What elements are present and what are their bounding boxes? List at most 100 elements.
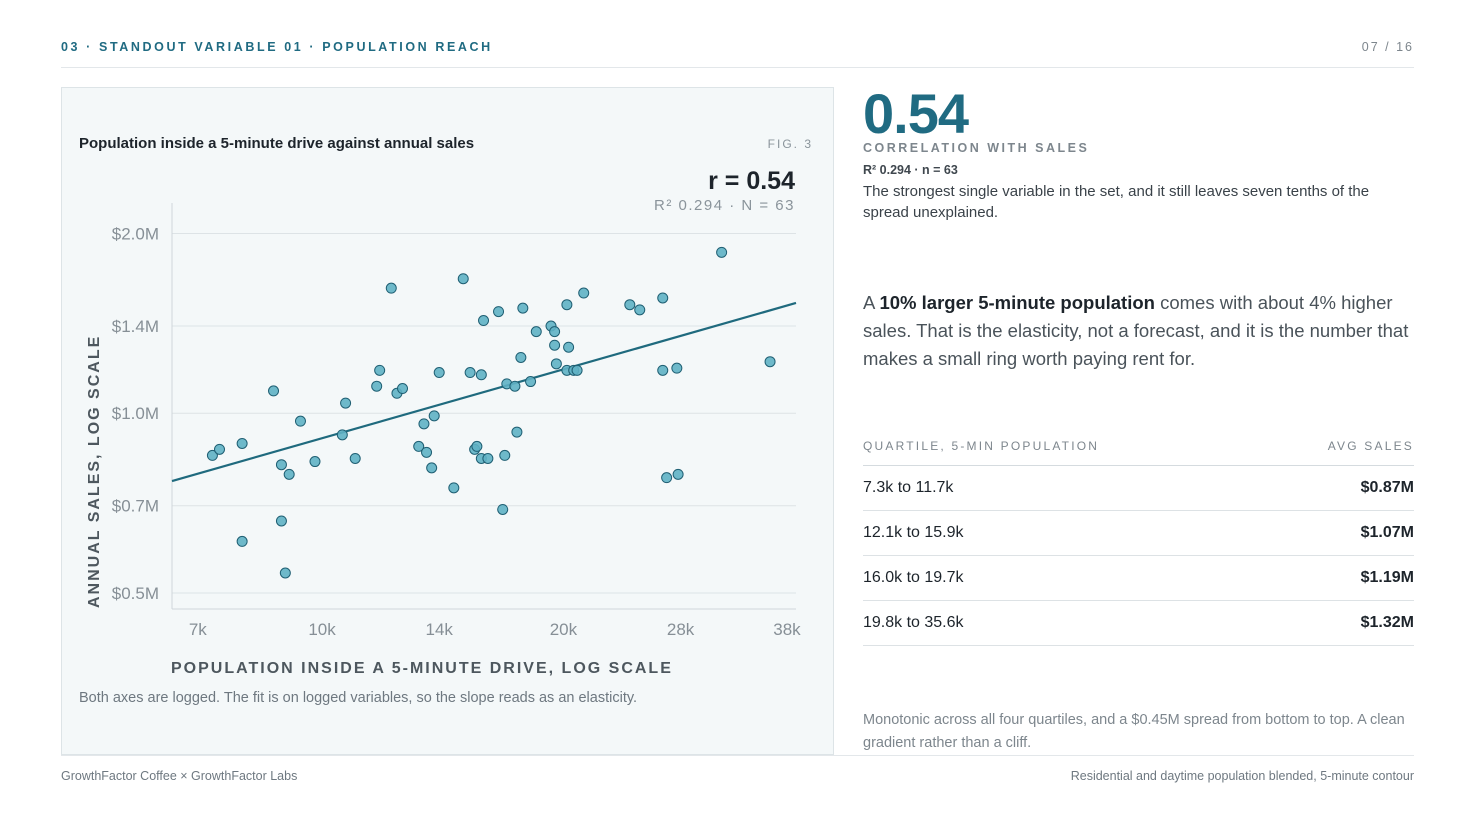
data-point <box>275 459 287 471</box>
footer-credit: GrowthFactor Coffee × GrowthFactor Labs <box>61 769 298 783</box>
chart-panel: Population inside a 5-minute drive again… <box>61 87 834 755</box>
x-tick-label: 7k <box>189 620 207 639</box>
data-point <box>493 306 505 318</box>
data-points <box>206 246 776 579</box>
data-point <box>672 468 684 480</box>
quartile-avg: $1.07M <box>1360 524 1414 541</box>
data-point <box>561 299 573 311</box>
data-point <box>236 437 248 449</box>
top-bar: 03 · STANDOUT VARIABLE 01 · POPULATION R… <box>61 40 1414 68</box>
data-point <box>385 282 397 294</box>
data-point <box>206 449 218 461</box>
grid-lines <box>172 233 796 594</box>
summary-description: The strongest single variable in the set… <box>863 183 1370 221</box>
data-point <box>236 535 248 547</box>
y-tick-label: $1.0M <box>112 404 159 423</box>
y-tick-label: $0.5M <box>112 584 159 603</box>
quartile-avg: $1.19M <box>1360 569 1414 586</box>
data-point <box>517 302 529 314</box>
bottom-bar: GrowthFactor Coffee × GrowthFactor Labs … <box>61 755 1414 783</box>
data-point <box>371 380 383 392</box>
data-point <box>294 415 306 427</box>
data-point <box>426 462 438 474</box>
r2-label: R² 0.294 · N = 63 <box>654 197 795 214</box>
data-point <box>571 364 583 376</box>
fit-line <box>171 301 797 483</box>
data-point <box>764 356 776 368</box>
data-point <box>661 472 673 484</box>
quartile-range: 7.3k to 11.7k <box>863 479 954 496</box>
quartile-avg: $0.87M <box>1360 479 1414 496</box>
data-point <box>497 503 509 515</box>
data-point <box>578 287 590 299</box>
data-point <box>716 246 728 258</box>
data-point <box>671 362 683 374</box>
x-tick-label: 28k <box>667 620 695 639</box>
footer-source: Residential and daytime population blend… <box>1070 769 1414 783</box>
data-point <box>499 449 511 461</box>
data-point <box>549 326 561 338</box>
insight-highlight: 10% larger 5-minute population <box>879 292 1155 313</box>
x-tick-label: 10k <box>308 620 336 639</box>
y-axis-label: ANNUAL SALES, LOG SCALE <box>86 335 103 608</box>
col-header-avg-sales: AVG SALES <box>1327 439 1414 453</box>
insight-prefix: A <box>863 292 880 313</box>
fit-line-group <box>171 301 797 483</box>
page-number: 07 / 16 <box>1361 40 1414 54</box>
data-point <box>309 456 321 468</box>
y-tick-label: $0.7M <box>112 497 159 516</box>
data-point <box>515 351 527 363</box>
chart-note: Both axes are logged. The fit is on logg… <box>79 690 638 706</box>
data-point <box>283 468 295 480</box>
y-tick-label: $1.4M <box>112 317 159 336</box>
data-point <box>336 429 348 441</box>
quartile-avg: $1.32M <box>1360 614 1414 631</box>
data-point <box>340 397 352 409</box>
correlation-caption: CORRELATION WITH SALES <box>863 141 1090 155</box>
table-header: QUARTILE, 5-MIN POPULATION AVG SALES <box>863 437 1414 466</box>
data-point <box>421 446 433 458</box>
data-point <box>374 364 386 376</box>
data-point <box>275 515 287 527</box>
data-point <box>214 443 226 455</box>
data-point <box>397 383 409 395</box>
data-point <box>413 440 425 452</box>
data-point <box>268 385 280 397</box>
table-row: 12.1k to 15.9k $1.07M <box>863 511 1414 556</box>
correlation-value: 0.54 <box>863 82 969 145</box>
data-point <box>550 358 562 370</box>
x-axis-label: POPULATION INSIDE A 5-MINUTE DRIVE, LOG … <box>171 660 673 677</box>
data-point <box>509 380 521 392</box>
x-tick-label: 20k <box>550 620 578 639</box>
data-point <box>349 452 361 464</box>
quartile-table: QUARTILE, 5-MIN POPULATION AVG SALES 7.3… <box>863 437 1414 646</box>
data-point <box>428 410 440 422</box>
quartile-range: 19.8k to 35.6k <box>863 614 964 631</box>
figure-label: FIG. 3 <box>767 137 813 151</box>
scatter-chart: r = 0.54 R² 0.294 · N = 63 $0.5M $0.7M $1.… <box>86 167 801 677</box>
quartile-range: 16.0k to 19.7k <box>863 569 964 586</box>
insight-paragraph: A 10% larger 5-minute population comes w… <box>863 289 1415 373</box>
data-point <box>475 369 487 381</box>
data-point <box>549 339 561 351</box>
x-tick-labels: 7k 10k 14k 20k 28k 38k <box>189 620 801 639</box>
table-row: 16.0k to 19.7k $1.19M <box>863 556 1414 601</box>
data-point <box>634 304 646 316</box>
data-point <box>433 367 445 379</box>
table-row: 7.3k to 11.7k $0.87M <box>863 466 1414 511</box>
data-point <box>279 567 291 579</box>
data-point <box>525 376 537 388</box>
quartile-range: 12.1k to 15.9k <box>863 524 964 541</box>
data-point <box>624 299 636 311</box>
table-row: 19.8k to 35.6k $1.32M <box>863 601 1414 646</box>
data-point <box>457 273 469 285</box>
chart-title: Population inside a 5-minute drive again… <box>79 135 475 152</box>
data-point <box>464 367 476 379</box>
data-point <box>448 482 460 494</box>
data-point <box>657 364 669 376</box>
data-point <box>530 326 542 338</box>
x-tick-label: 14k <box>425 620 453 639</box>
data-point <box>511 426 523 438</box>
x-tick-label: 38k <box>773 620 801 639</box>
insight-suffix: comes with about 4% higher sales. That i… <box>863 292 1409 369</box>
